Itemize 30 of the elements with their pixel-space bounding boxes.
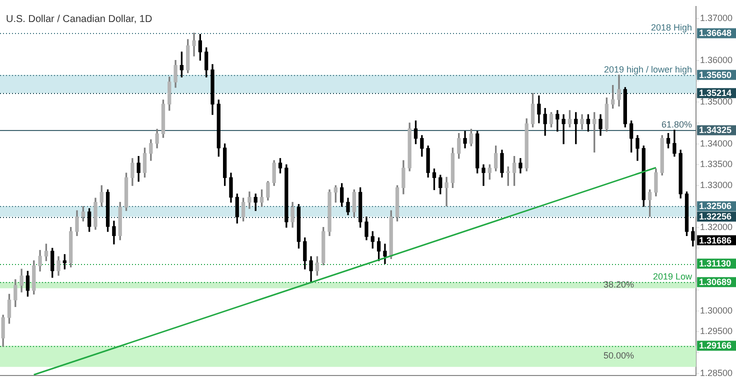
candlestick <box>192 32 196 56</box>
y-tick-label: 1.32000 <box>700 222 733 232</box>
annotation: 61.80% <box>661 119 692 130</box>
ref-line-label: 1.35650 <box>699 70 732 80</box>
candlestick <box>562 114 566 144</box>
y-tick-label: 1.35000 <box>700 96 733 107</box>
ref-line-label: 1.34325 <box>699 125 732 136</box>
y-tick-label: 1.29500 <box>700 326 733 336</box>
y-tick-label: 1.33000 <box>700 180 733 190</box>
candlestick <box>482 164 486 186</box>
ref-line-label: 1.31130 <box>699 258 732 269</box>
ref-line-label: 1.32256 <box>699 212 732 222</box>
annotation: 2019 high / lower high <box>604 64 692 74</box>
annotation: 2019 Low <box>652 271 692 282</box>
y-tick-label: 1.33500 <box>700 159 733 170</box>
ref-line-label: 1.29166 <box>699 340 732 351</box>
annotation: 2018 High <box>650 22 692 32</box>
y-tick-label: 1.36000 <box>700 54 733 65</box>
y-tick-label: 1.34000 <box>700 138 733 148</box>
candlestick <box>444 176 448 206</box>
ref-line-label: 1.35214 <box>699 88 732 98</box>
band-label: 50.00% <box>603 350 634 361</box>
ref-line-label: 1.36648 <box>699 28 732 38</box>
text: U.S. Dollar / Canadian Dollar, 1D <box>6 14 152 26</box>
ref-line-label: 1.30689 <box>699 277 732 288</box>
y-tick-label: 1.28500 <box>700 368 733 378</box>
text: 1.31686 <box>699 235 732 246</box>
ref-line-label: 1.32506 <box>699 201 732 212</box>
y-tick-label: 1.30000 <box>700 305 733 316</box>
y-tick-label: 1.37000 <box>700 12 733 23</box>
